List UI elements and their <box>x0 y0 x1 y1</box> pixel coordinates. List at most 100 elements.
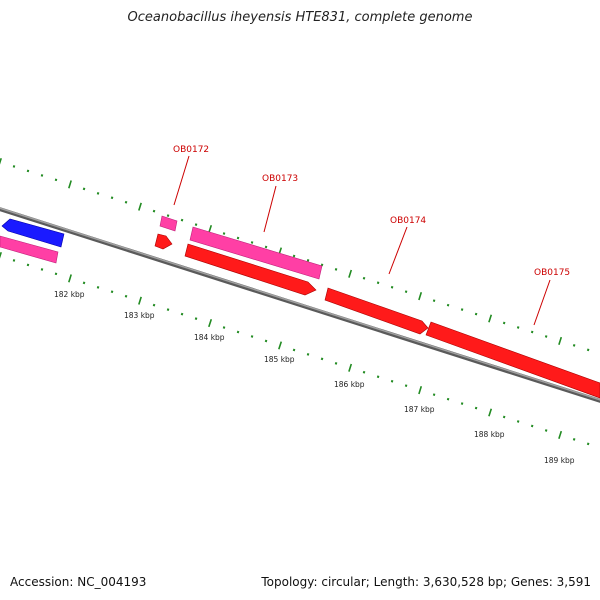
lower-major-tick <box>68 274 72 283</box>
lower-major-tick <box>558 430 563 439</box>
gene-label-leaders <box>173 155 551 326</box>
footer-accession: Accession: NC_004193 <box>10 575 147 589</box>
map-title: Oceanobacillus iheyensis HTE831, complet… <box>127 10 473 25</box>
lower-minor-tick <box>264 339 268 343</box>
cds-left[interactable] <box>0 235 59 264</box>
upper-major-tick <box>558 336 563 345</box>
lower-minor-tick <box>432 393 436 396</box>
leader-ob0173 <box>263 185 277 233</box>
upper-minor-tick <box>26 169 30 173</box>
upper-minor-tick <box>222 232 226 235</box>
upper-minor-tick <box>180 218 184 222</box>
lower-major-tick <box>348 363 353 372</box>
leader-ob0175 <box>533 279 551 326</box>
gene-label-ob0172[interactable]: OB0172 <box>173 145 209 155</box>
tick-label-189: 189 kbp <box>544 456 575 465</box>
gene-ob0175[interactable] <box>425 321 600 399</box>
lower-minor-tick <box>390 379 394 383</box>
tick-label-183: 183 kbp <box>124 311 155 320</box>
lower-minor-tick <box>320 357 324 361</box>
tick-label-186: 186 kbp <box>334 380 365 389</box>
gene-ob0174[interactable] <box>324 287 429 335</box>
lower-minor-tick <box>460 402 464 405</box>
lower-minor-tick <box>306 352 310 356</box>
lower-minor-tick <box>124 294 128 298</box>
gene-ob0173[interactable] <box>184 243 317 296</box>
upper-minor-tick <box>432 299 436 302</box>
upper-minor-tick <box>446 303 450 307</box>
upper-minor-tick <box>404 290 408 293</box>
lower-minor-tick <box>292 348 296 352</box>
upper-major-tick <box>488 314 493 323</box>
upper-minor-tick <box>54 178 58 182</box>
tick-label-187: 187 kbp <box>404 405 435 414</box>
upper-minor-tick <box>12 165 16 168</box>
lower-minor-tick <box>334 361 338 365</box>
lower-minor-tick <box>82 281 86 285</box>
lower-minor-tick <box>530 424 534 428</box>
upper-minor-tick <box>530 330 534 334</box>
lower-minor-tick <box>194 317 198 321</box>
upper-minor-tick <box>502 321 506 325</box>
upper-major-tick <box>68 180 72 189</box>
upper-minor-tick <box>82 187 86 191</box>
lower-major-tick <box>278 341 283 350</box>
lower-minor-tick <box>446 397 450 401</box>
upper-minor-tick <box>460 308 464 311</box>
lower-minor-tick <box>474 406 478 410</box>
lower-minor-tick <box>376 375 380 379</box>
upper-minor-tick <box>124 200 128 204</box>
gene-label-ob0175[interactable]: OB0175 <box>534 268 570 278</box>
footer-stats: Topology: circular; Length: 3,630,528 bp… <box>261 575 591 589</box>
gene-label-ob0174[interactable]: OB0174 <box>390 216 426 226</box>
upper-minor-tick <box>292 254 296 258</box>
gene-ob0172[interactable] <box>154 233 173 250</box>
upper-minor-tick <box>516 326 520 329</box>
lower-major-tick <box>488 408 493 417</box>
lower-minor-tick <box>572 437 576 441</box>
upper-major-tick <box>348 269 353 278</box>
lower-minor-tick <box>110 290 114 294</box>
upper-minor-tick <box>110 196 114 200</box>
lower-minor-tick <box>54 272 58 276</box>
upper-minor-tick <box>362 276 366 280</box>
upper-minor-tick <box>334 267 338 271</box>
gene-label-ob0173[interactable]: OB0173 <box>262 174 298 184</box>
lower-minor-tick <box>180 312 184 316</box>
gene-features <box>0 215 600 399</box>
lower-minor-tick <box>222 326 226 329</box>
cds-ob0173[interactable] <box>189 226 323 280</box>
lower-minor-tick <box>544 429 548 432</box>
lower-major-tick <box>0 251 2 259</box>
upper-major-tick <box>418 292 423 301</box>
upper-minor-tick <box>320 263 324 267</box>
upper-minor-tick <box>264 245 268 249</box>
upper-minor-tick <box>544 335 548 338</box>
upper-minor-tick <box>376 281 380 285</box>
upper-minor-tick <box>572 343 576 347</box>
tick-label-184: 184 kbp <box>194 333 225 342</box>
lower-major-tick <box>418 386 423 395</box>
upper-minor-tick <box>96 191 100 195</box>
upper-minor-tick <box>390 285 394 289</box>
lower-minor-tick <box>502 415 506 419</box>
upper-minor-tick <box>250 241 254 244</box>
upper-tick-track <box>0 157 590 352</box>
lower-minor-tick <box>26 263 30 267</box>
lower-minor-tick <box>40 268 44 271</box>
genome-backbone <box>0 207 600 403</box>
lower-minor-tick <box>96 285 100 289</box>
lower-minor-tick <box>166 308 170 312</box>
gene-labels: OB0172 OB0173 OB0174 OB0175 <box>173 145 570 278</box>
upper-minor-tick <box>40 174 44 177</box>
leader-ob0174 <box>388 226 408 275</box>
lower-minor-tick <box>586 442 590 446</box>
leader-ob0172 <box>173 155 190 206</box>
tick-label-182: 182 kbp <box>54 290 85 299</box>
cds-ob0172[interactable] <box>159 215 178 232</box>
tick-labels: 182 kbp 183 kbp 184 kbp 185 kbp 186 kbp … <box>54 290 575 465</box>
gene-reverse-arrow[interactable] <box>1 218 65 248</box>
lower-minor-tick <box>12 259 16 262</box>
lower-minor-tick <box>152 303 156 307</box>
